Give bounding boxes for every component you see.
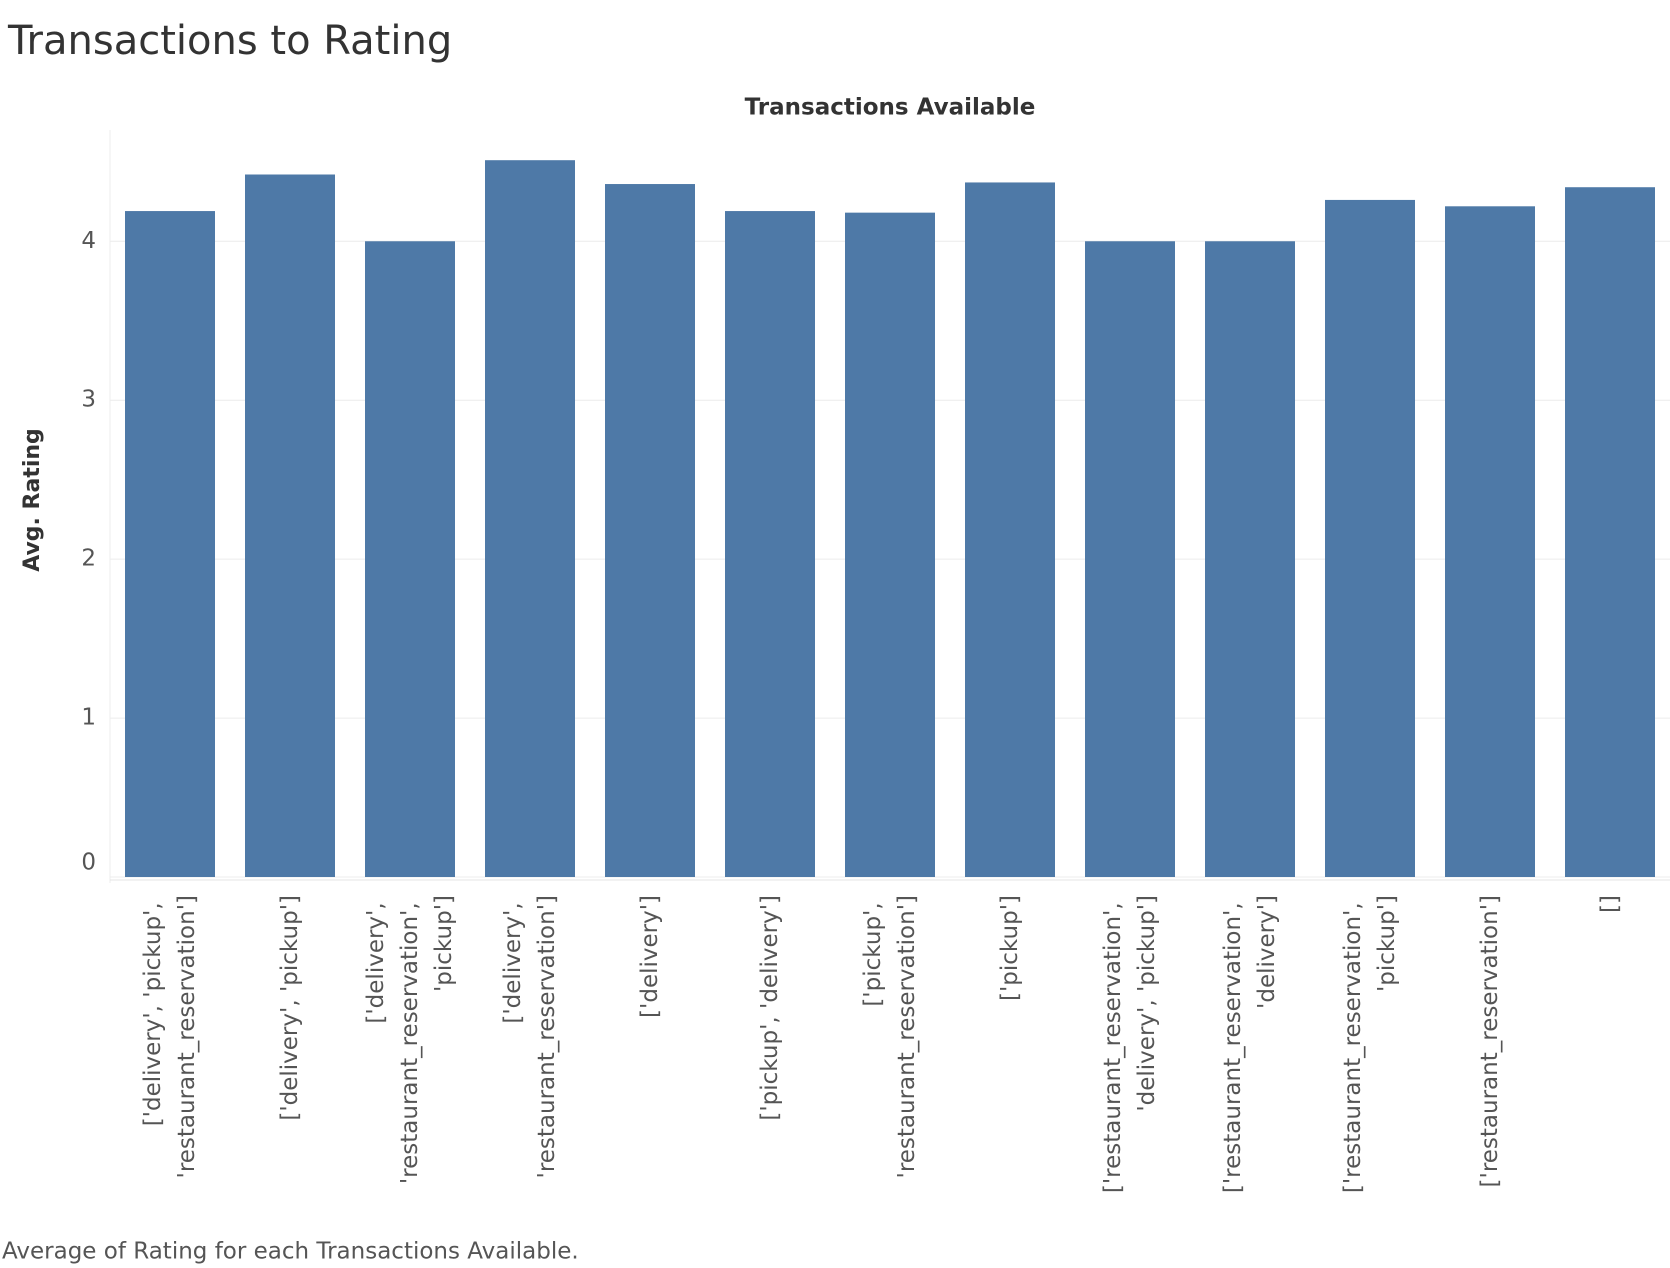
x-tick-label: ['restaurant_reservation', 'pickup'] bbox=[1340, 895, 1400, 1193]
x-tick-label-line: ['pickup'] bbox=[997, 895, 1023, 1001]
y-tick-label: 4 bbox=[81, 228, 96, 254]
x-tick-label-line: ['delivery'] bbox=[637, 895, 663, 1018]
bar bbox=[125, 211, 215, 878]
x-tick-label-line: 'restaurant_reservation', bbox=[397, 895, 423, 1184]
x-tick-label: ['restaurant_reservation', 'delivery', '… bbox=[1100, 895, 1160, 1193]
bar bbox=[1445, 206, 1535, 877]
bar bbox=[725, 211, 815, 878]
y-tick-label: 3 bbox=[81, 387, 96, 413]
bar bbox=[365, 241, 455, 878]
y-axis-title: Avg. Rating bbox=[20, 428, 45, 572]
bar bbox=[965, 182, 1055, 878]
x-tick-label-line: ['delivery', bbox=[363, 895, 389, 1024]
x-tick-label-line: ['delivery', bbox=[500, 895, 526, 1024]
x-tick-label-line: ['pickup', 'delivery'] bbox=[757, 895, 783, 1121]
x-tick-label-line: ['restaurant_reservation', bbox=[1340, 895, 1366, 1193]
x-tick-label: ['pickup', 'restaurant_reservation'] bbox=[860, 895, 920, 1179]
x-tick-label-line: ['restaurant_reservation', bbox=[1220, 895, 1246, 1193]
x-tick-label: ['restaurant_reservation', 'delivery'] bbox=[1220, 895, 1280, 1193]
x-tick-label-line: 'delivery', 'pickup'] bbox=[1134, 895, 1160, 1112]
y-tick-label: 0 bbox=[81, 850, 96, 876]
bar bbox=[245, 174, 335, 877]
x-tick-label: ['delivery'] bbox=[637, 895, 663, 1018]
x-tick-label: ['delivery', 'pickup', 'restaurant_reser… bbox=[140, 895, 200, 1179]
y-tick-label: 2 bbox=[81, 546, 96, 572]
x-tick-label-line: ['delivery', 'pickup'] bbox=[277, 895, 303, 1121]
x-tick-label: ['pickup', 'delivery'] bbox=[757, 895, 783, 1121]
bar bbox=[1325, 199, 1415, 878]
x-tick-label-line: 'delivery'] bbox=[1254, 895, 1280, 1009]
x-tick-label-line: 'restaurant_reservation'] bbox=[174, 895, 200, 1179]
bar bbox=[1085, 241, 1175, 878]
x-tick-label-line: 'pickup'] bbox=[431, 895, 457, 992]
bar bbox=[605, 184, 695, 877]
x-tick-label-line: ['pickup', bbox=[860, 895, 886, 1007]
x-tick-label-line: ['restaurant_reservation'] bbox=[1477, 895, 1503, 1187]
bar bbox=[845, 212, 935, 878]
bar bbox=[1205, 241, 1295, 878]
x-tick-label-line: ['delivery', 'pickup', bbox=[140, 895, 166, 1126]
x-tick-label: ['delivery', 'restaurant_reservation'] bbox=[500, 895, 560, 1179]
bar bbox=[1565, 187, 1655, 877]
x-tick-label-line: [] bbox=[1597, 895, 1623, 913]
x-tick-label: ['restaurant_reservation'] bbox=[1477, 895, 1503, 1187]
x-axis-title: Transactions Available bbox=[745, 95, 1036, 121]
x-tick-label-line: 'restaurant_reservation'] bbox=[534, 895, 560, 1179]
x-tick-label: [] bbox=[1597, 895, 1623, 913]
x-tick-label: ['pickup'] bbox=[997, 895, 1023, 1001]
x-tick-label: ['delivery', 'restaurant_reservation', '… bbox=[363, 895, 457, 1184]
x-tick-label-line: 'pickup'] bbox=[1374, 895, 1400, 992]
caption: Average of Rating for each Transactions … bbox=[2, 1239, 579, 1265]
x-tick-label-line: 'restaurant_reservation'] bbox=[894, 895, 920, 1179]
y-tick-label: 1 bbox=[81, 705, 96, 731]
bar bbox=[485, 160, 575, 877]
chart-title: Transactions to Rating bbox=[7, 18, 452, 64]
x-tick-label: ['delivery', 'pickup'] bbox=[277, 895, 303, 1121]
x-tick-label-line: ['restaurant_reservation', bbox=[1100, 895, 1126, 1193]
